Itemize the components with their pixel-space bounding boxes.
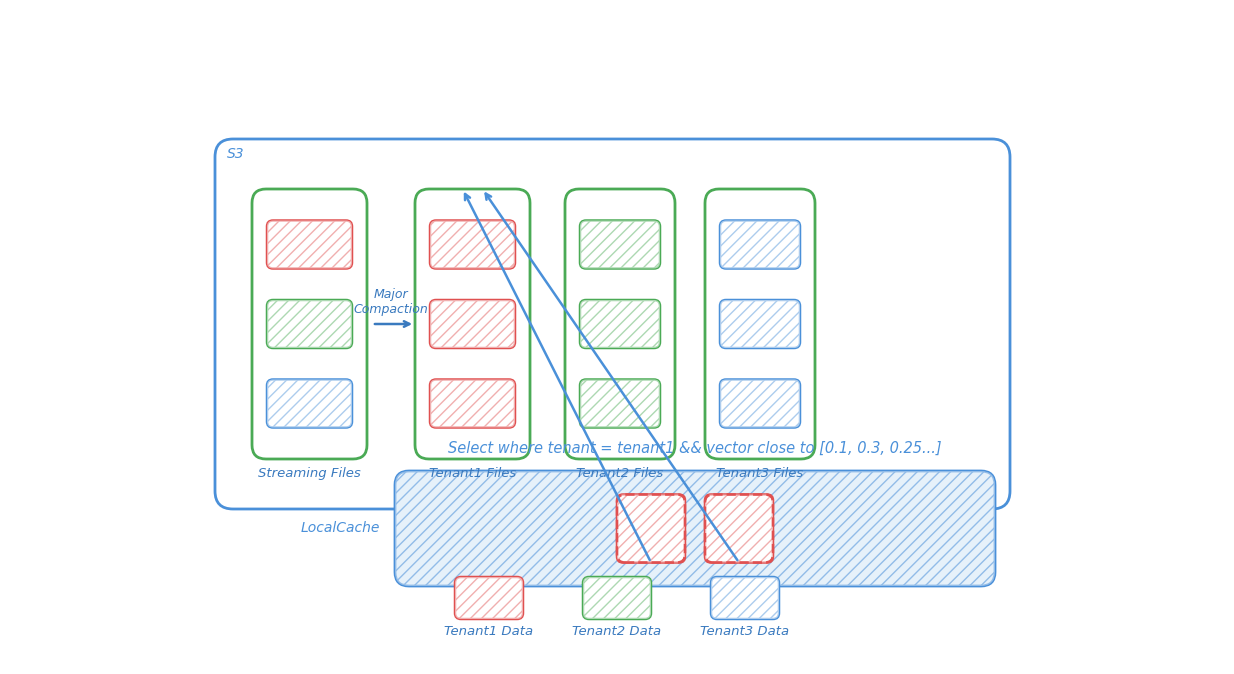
Text: Tenant2 Data: Tenant2 Data [573, 625, 661, 638]
FancyBboxPatch shape [429, 379, 515, 427]
Text: LocalCache: LocalCache [301, 522, 380, 536]
FancyBboxPatch shape [267, 379, 352, 427]
FancyBboxPatch shape [580, 379, 660, 427]
FancyBboxPatch shape [580, 220, 660, 268]
Text: Tenant1 Files: Tenant1 Files [429, 467, 516, 480]
FancyBboxPatch shape [429, 300, 515, 348]
FancyBboxPatch shape [267, 379, 352, 427]
FancyBboxPatch shape [267, 300, 352, 348]
FancyBboxPatch shape [711, 577, 779, 619]
Text: Tenant2 Files: Tenant2 Files [576, 467, 664, 480]
FancyBboxPatch shape [711, 577, 779, 619]
FancyBboxPatch shape [429, 220, 515, 268]
FancyBboxPatch shape [580, 300, 660, 348]
Text: Tenant3 Data: Tenant3 Data [701, 625, 790, 638]
FancyBboxPatch shape [582, 577, 652, 619]
FancyBboxPatch shape [719, 379, 800, 427]
Text: S3: S3 [227, 147, 244, 161]
FancyBboxPatch shape [617, 495, 685, 563]
Text: Major
Compaction: Major Compaction [354, 288, 428, 316]
FancyBboxPatch shape [415, 189, 529, 459]
FancyBboxPatch shape [580, 220, 660, 268]
FancyBboxPatch shape [580, 379, 660, 427]
Text: Select where tenant = tenant1 && vector close to [0.1, 0.3, 0.25...]: Select where tenant = tenant1 && vector … [448, 441, 942, 456]
FancyBboxPatch shape [705, 495, 772, 563]
FancyBboxPatch shape [719, 300, 800, 348]
Text: Tenant3 Files: Tenant3 Files [717, 467, 803, 480]
FancyBboxPatch shape [705, 495, 772, 563]
FancyBboxPatch shape [429, 379, 515, 427]
FancyBboxPatch shape [705, 189, 814, 459]
FancyBboxPatch shape [395, 471, 995, 586]
FancyBboxPatch shape [719, 379, 800, 427]
FancyBboxPatch shape [455, 577, 523, 619]
FancyBboxPatch shape [267, 300, 352, 348]
FancyBboxPatch shape [455, 577, 523, 619]
FancyBboxPatch shape [582, 577, 652, 619]
FancyBboxPatch shape [267, 220, 352, 268]
FancyBboxPatch shape [719, 300, 800, 348]
FancyBboxPatch shape [429, 300, 515, 348]
FancyBboxPatch shape [395, 471, 995, 586]
Text: Tenant1 Data: Tenant1 Data [444, 625, 533, 638]
FancyBboxPatch shape [719, 220, 800, 268]
FancyBboxPatch shape [719, 220, 800, 268]
FancyBboxPatch shape [565, 189, 675, 459]
Text: Streaming Files: Streaming Files [258, 467, 360, 480]
FancyBboxPatch shape [429, 220, 515, 268]
FancyBboxPatch shape [252, 189, 366, 459]
FancyBboxPatch shape [617, 495, 685, 563]
FancyBboxPatch shape [580, 300, 660, 348]
FancyBboxPatch shape [215, 139, 1009, 509]
FancyBboxPatch shape [267, 220, 352, 268]
